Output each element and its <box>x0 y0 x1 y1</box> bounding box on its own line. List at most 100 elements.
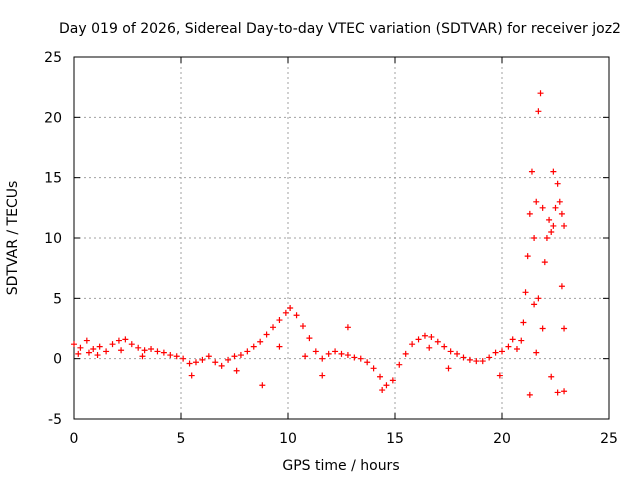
data-point <box>428 333 435 340</box>
data-point <box>499 348 505 355</box>
data-point <box>533 349 540 356</box>
y-tick-label: 0 <box>53 352 62 368</box>
data-point <box>257 338 264 345</box>
data-point <box>552 204 559 211</box>
data-point <box>539 204 546 211</box>
data-point <box>319 372 326 379</box>
y-tick-label: 20 <box>44 110 62 126</box>
data-point <box>526 210 533 217</box>
data-point <box>325 350 332 357</box>
data-point <box>332 348 339 355</box>
data-point <box>167 352 174 359</box>
data-point <box>154 348 161 355</box>
data-point <box>460 354 467 361</box>
data-point <box>543 235 550 241</box>
data-point <box>96 343 103 350</box>
axis-ticks: 0 5 10 15 20 25 -5 0 5 10 15 20 25 <box>44 50 618 447</box>
data-point <box>306 335 313 342</box>
data-point <box>558 210 565 217</box>
data-point <box>383 382 390 389</box>
data-point <box>522 289 529 296</box>
data-point <box>548 373 555 380</box>
data-point <box>71 341 77 348</box>
data-point <box>250 343 257 350</box>
data-point <box>287 304 294 311</box>
data-point <box>351 354 358 361</box>
data-point <box>554 389 561 396</box>
data-point <box>225 356 232 363</box>
x-tick-label: 20 <box>493 431 511 447</box>
x-tick-label: 15 <box>386 431 404 447</box>
data-point <box>276 343 283 350</box>
data-point <box>75 350 82 357</box>
data-point <box>535 108 542 115</box>
data-point <box>364 359 371 366</box>
data-point <box>434 338 441 345</box>
data-point <box>531 235 538 241</box>
data-point <box>561 325 568 332</box>
data-point <box>141 347 148 354</box>
data-point <box>312 348 319 355</box>
data-point <box>103 348 110 355</box>
data-point <box>496 372 503 379</box>
data-point <box>528 168 535 175</box>
data-point <box>473 358 480 365</box>
data-point <box>94 352 101 359</box>
data-point <box>561 222 568 229</box>
data-point <box>357 355 364 362</box>
data-point <box>122 336 129 343</box>
data-point <box>466 356 473 363</box>
data-point <box>479 358 486 365</box>
data-point <box>344 352 351 359</box>
data-point <box>188 372 195 379</box>
data-point <box>379 387 386 394</box>
data-point <box>550 168 557 175</box>
data-point <box>148 346 155 353</box>
data-point <box>85 349 92 356</box>
data-point <box>186 360 193 367</box>
data-point <box>259 382 266 389</box>
data-point <box>109 341 116 348</box>
y-tick-label: -5 <box>48 412 62 428</box>
data-point <box>263 331 270 338</box>
x-tick-label: 0 <box>70 431 79 447</box>
data-point <box>139 353 146 360</box>
y-tick-label: 25 <box>44 50 62 66</box>
data-point <box>128 341 135 348</box>
data-point <box>426 344 433 351</box>
data-point <box>441 343 448 350</box>
data-point <box>513 346 520 353</box>
data-point <box>199 356 206 363</box>
data-point <box>389 377 396 384</box>
data-point <box>233 367 240 374</box>
grid <box>74 57 609 419</box>
data-point <box>344 324 351 331</box>
data-point <box>409 341 416 348</box>
data-point <box>135 344 142 351</box>
data-point <box>237 352 244 359</box>
y-tick-label: 10 <box>44 231 62 247</box>
data-point <box>212 359 219 366</box>
data-point <box>338 350 345 357</box>
chart-title: Day 019 of 2026, Sidereal Day-to-day VTE… <box>59 21 621 37</box>
x-tick-label: 10 <box>279 431 297 447</box>
y-tick-label: 15 <box>44 171 62 187</box>
x-tick-label: 5 <box>177 431 186 447</box>
data-point <box>180 355 187 362</box>
data-point <box>524 253 531 260</box>
x-tick-label: 25 <box>600 431 618 447</box>
data-point <box>486 354 493 361</box>
y-tick-label: 5 <box>53 291 62 307</box>
data-point <box>520 319 527 326</box>
data-point <box>77 344 84 351</box>
data-point <box>541 259 548 266</box>
data-point <box>554 180 561 187</box>
data-point <box>319 355 326 362</box>
data-point <box>302 353 309 360</box>
data-point <box>531 301 538 308</box>
data-point <box>118 347 125 354</box>
data-point <box>492 349 499 356</box>
data-point <box>537 90 544 97</box>
